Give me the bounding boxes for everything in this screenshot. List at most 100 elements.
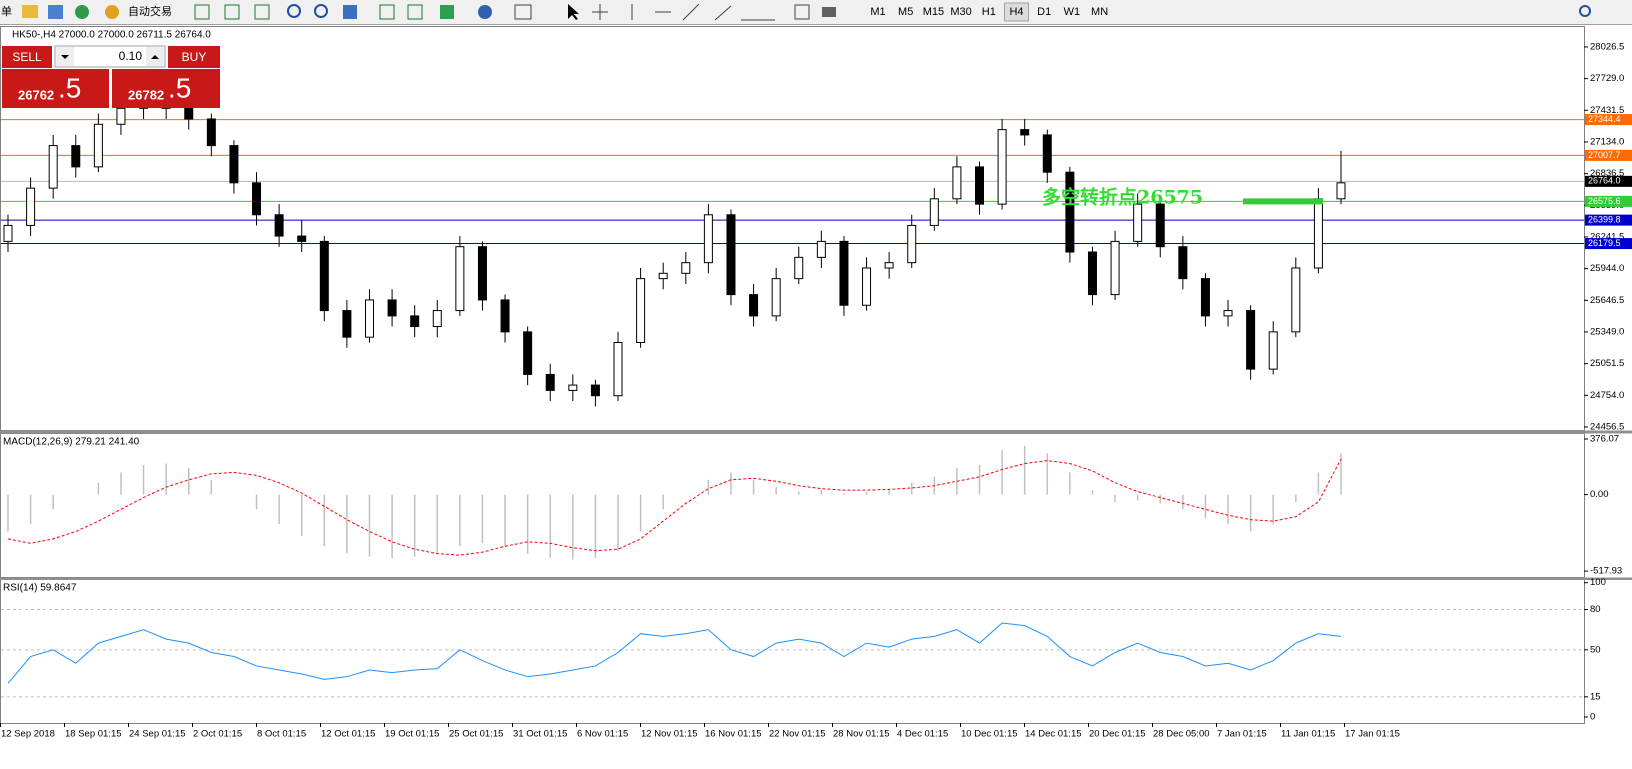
icon[interactable] [794, 4, 810, 20]
y-tick-label: 26241.5 [1590, 231, 1624, 242]
level-label: 26399.8 [1588, 214, 1621, 224]
timeframe[interactable]: M5 [898, 6, 913, 18]
icon[interactable] [105, 5, 119, 19]
candle-body [884, 262, 894, 269]
candle-body [590, 384, 600, 397]
sell-fraction: .5 [58, 72, 81, 103]
timeframe[interactable]: D1 [1037, 6, 1051, 18]
candle-body [568, 384, 578, 391]
icon[interactable] [22, 5, 38, 18]
candle-body [1042, 134, 1052, 173]
pane-title: RSI(14) 59.8647 [3, 583, 77, 594]
icon[interactable] [287, 4, 301, 18]
icon[interactable] [75, 5, 89, 19]
toolbar [0, 0, 1632, 24]
candle-body [952, 166, 962, 200]
candle-body [862, 267, 872, 306]
x-tick-label: 28 Dec 05:00 [1153, 729, 1210, 740]
icon[interactable] [478, 5, 492, 19]
candle-body [726, 214, 736, 296]
candle-body [703, 214, 713, 264]
buy-button[interactable] [168, 46, 220, 68]
icon[interactable] [194, 4, 210, 20]
candle-body [184, 107, 194, 120]
icon[interactable] [592, 4, 608, 20]
candle-body [364, 299, 374, 338]
level-label-bg [1585, 175, 1632, 187]
pane-frame [0, 433, 1585, 578]
candle-body [432, 310, 442, 328]
level-label: 26575.6 [1588, 196, 1621, 206]
candle-body [545, 373, 555, 391]
candle-body [477, 246, 487, 301]
level-label-bg [1585, 238, 1632, 250]
candle-body [252, 182, 262, 216]
x-tick-label: 20 Dec 01:15 [1089, 729, 1146, 740]
candle-body [410, 315, 420, 328]
icon[interactable] [407, 4, 423, 20]
timeframe[interactable]: M1 [870, 6, 885, 18]
timeframe[interactable]: M15 [923, 6, 944, 18]
candle-body [1155, 203, 1165, 248]
icon[interactable] [48, 5, 63, 19]
lot-field[interactable] [54, 45, 166, 68]
candle-body [274, 214, 284, 237]
annotation: 多空转折点26575 [1042, 185, 1203, 208]
timeframe[interactable]: H4 [1009, 6, 1023, 18]
icon[interactable] [514, 4, 532, 20]
icon[interactable] [254, 4, 270, 20]
level-label: 27344.4 [1588, 114, 1621, 124]
candle-body [3, 224, 13, 242]
menu-text[interactable]: 单 [1, 5, 12, 18]
icon[interactable] [631, 3, 775, 21]
icon[interactable] [440, 5, 454, 19]
buy-price-box[interactable] [112, 69, 220, 108]
sell-price: 26762 [18, 87, 54, 102]
x-tick-label: 10 Dec 01:15 [961, 729, 1018, 740]
lot-value[interactable]: 0.10 [119, 49, 143, 63]
x-tick-label: 16 Nov 01:15 [705, 729, 762, 740]
candle-body [1223, 310, 1233, 317]
candle-body [1291, 267, 1301, 333]
candle-body [342, 310, 352, 338]
icon[interactable] [568, 4, 579, 20]
pane-frame [0, 26, 1585, 431]
x-tick-label: 22 Nov 01:15 [769, 729, 826, 740]
y-tick-label: 376.07 [1590, 434, 1619, 445]
active-timeframe [1004, 2, 1029, 22]
sell-label[interactable]: SELL [12, 50, 42, 64]
x-tick-label: 19 Oct 01:15 [385, 729, 439, 740]
candle-body [523, 331, 533, 375]
candle-body [975, 166, 985, 205]
timeframe[interactable]: M30 [950, 6, 971, 18]
candle-body [1065, 171, 1075, 253]
timeframe[interactable]: MN [1091, 6, 1108, 18]
sell-button[interactable] [2, 46, 52, 68]
icon[interactable] [822, 7, 836, 17]
sell-price-box[interactable] [2, 69, 109, 108]
candle-body [839, 240, 849, 306]
level-label: 27007.7 [1588, 150, 1621, 160]
icon[interactable] [379, 4, 395, 20]
candle-body [749, 294, 759, 317]
candle-body [455, 246, 465, 312]
icon[interactable] [224, 4, 240, 20]
candle-body [116, 107, 126, 125]
icon[interactable] [343, 5, 357, 19]
timeframe[interactable]: H1 [982, 6, 996, 18]
signal-line [7, 458, 1342, 556]
candle-body [613, 342, 623, 397]
y-tick-label: 24754.0 [1590, 390, 1624, 401]
auto-trading[interactable]: 自动交易 [128, 4, 172, 18]
timeframe[interactable]: W1 [1064, 6, 1081, 18]
candle-body [636, 278, 646, 344]
x-tick-label: 14 Dec 01:15 [1025, 729, 1082, 740]
buy-label[interactable]: BUY [182, 50, 207, 64]
icon[interactable] [1579, 5, 1591, 17]
candle-body [929, 198, 939, 226]
candle-body [500, 299, 510, 333]
icon[interactable] [314, 4, 328, 18]
x-tick-label: 8 Oct 01:15 [257, 729, 306, 740]
candle-body [997, 129, 1007, 205]
